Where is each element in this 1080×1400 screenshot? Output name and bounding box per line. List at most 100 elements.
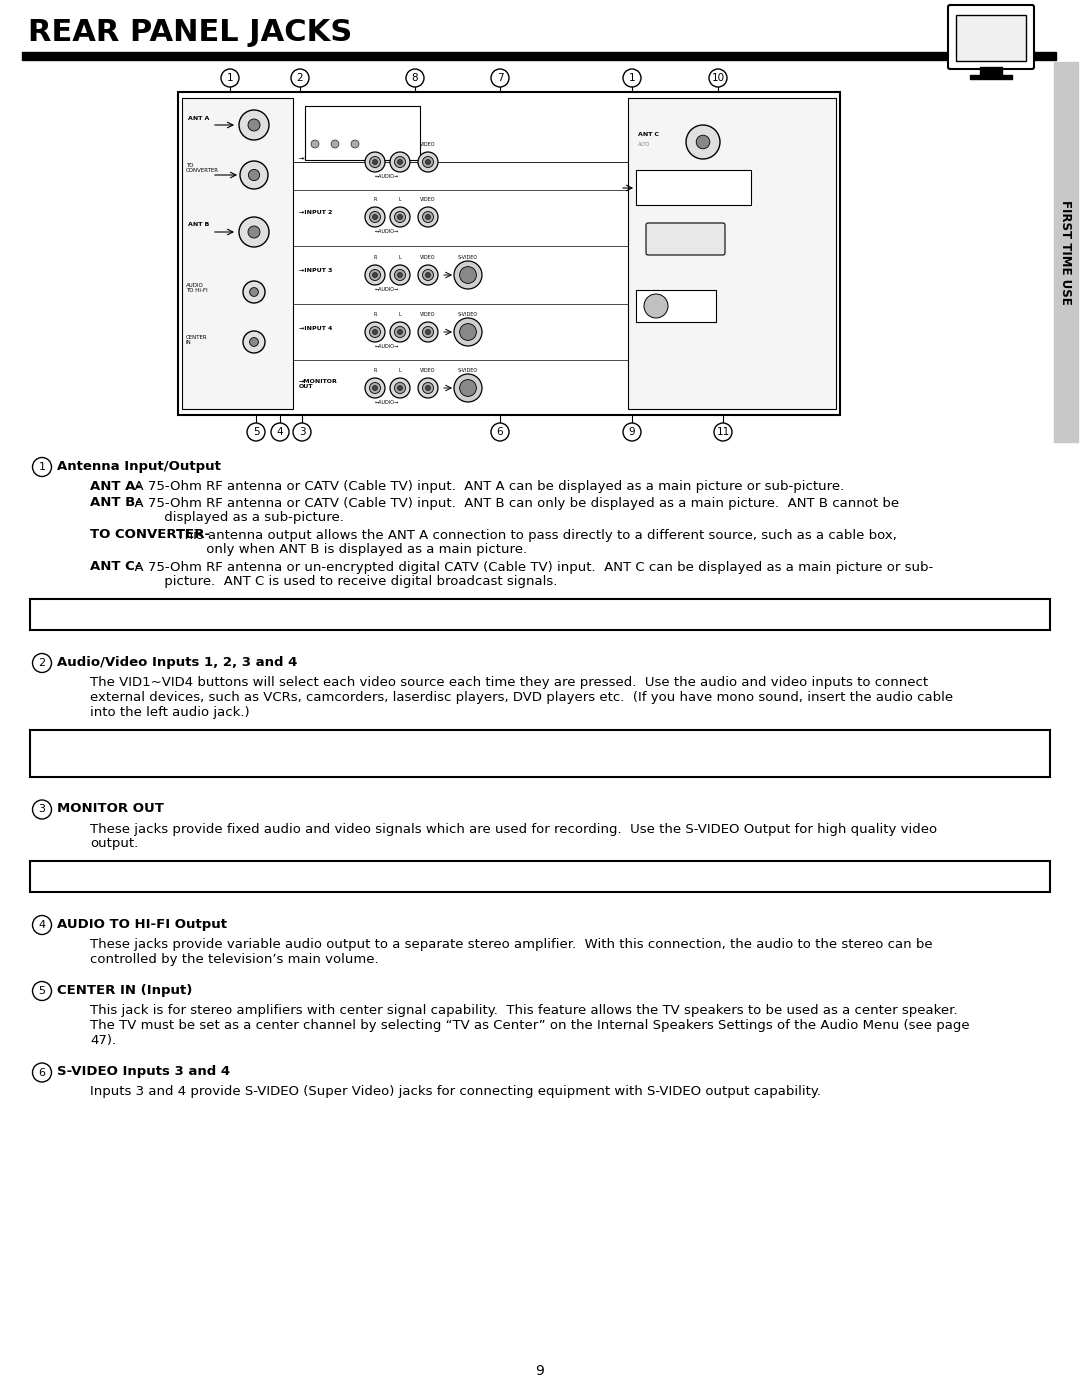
- Circle shape: [32, 799, 52, 819]
- Text: A 75-Ohm RF antenna or un-encrypted digital CATV (Cable TV) input.  ANT C can be: A 75-Ohm RF antenna or un-encrypted digi…: [126, 560, 933, 588]
- Text: ←AUDIO→: ←AUDIO→: [375, 344, 400, 349]
- Circle shape: [373, 329, 378, 335]
- Text: TO CONVERTER-: TO CONVERTER-: [90, 528, 211, 542]
- Text: DVI→DTV: DVI→DTV: [346, 129, 378, 134]
- Bar: [178, 92, 840, 414]
- Text: ←AUDIO→: ←AUDIO→: [375, 287, 400, 293]
- Text: CENTER IN (Input): CENTER IN (Input): [57, 984, 192, 997]
- Text: VIDEO: VIDEO: [420, 197, 435, 202]
- Text: You may ask your local cable company whether DTV services are available.: You may ask your local cable company whe…: [108, 603, 611, 616]
- Circle shape: [32, 1063, 52, 1082]
- Text: →INPUT 3: →INPUT 3: [299, 269, 333, 273]
- Circle shape: [271, 423, 289, 441]
- Text: This antenna output allows the ANT A connection to pass directly to a different : This antenna output allows the ANT A con…: [168, 528, 896, 556]
- Text: L: L: [399, 197, 402, 202]
- Text: Only ANT C source and the input of an S-VIDEO signal will output S-VIDEO.: Only ANT C source and the input of an S-…: [108, 865, 604, 879]
- Bar: [183, 98, 293, 409]
- Text: 4: 4: [276, 427, 283, 437]
- Text: 2: 2: [297, 73, 303, 83]
- Circle shape: [426, 273, 431, 277]
- Circle shape: [394, 382, 405, 393]
- Circle shape: [454, 374, 482, 402]
- Text: Audio/Video Inputs 1, 2, 3 and 4: Audio/Video Inputs 1, 2, 3 and 4: [57, 657, 297, 669]
- Text: L: L: [399, 255, 402, 260]
- Circle shape: [426, 329, 431, 335]
- Bar: [305, 106, 420, 160]
- Circle shape: [426, 385, 431, 391]
- Bar: [636, 290, 716, 322]
- Circle shape: [491, 69, 509, 87]
- Circle shape: [248, 169, 259, 181]
- Text: 1: 1: [227, 73, 233, 83]
- Text: S-VIDEO: S-VIDEO: [458, 312, 478, 316]
- Text: ANT A-: ANT A-: [90, 480, 141, 493]
- Circle shape: [369, 382, 380, 393]
- Circle shape: [406, 69, 424, 87]
- Circle shape: [460, 379, 476, 396]
- Text: VIDEO: VIDEO: [420, 255, 435, 260]
- Text: These jacks provide variable audio output to a separate stereo amplifier.  With : These jacks provide variable audio outpu…: [90, 938, 933, 966]
- Text: Antenna Input/Output: Antenna Input/Output: [57, 461, 221, 473]
- Text: →INPUT 1: →INPUT 1: [299, 155, 333, 161]
- Text: FIRST TIME USE: FIRST TIME USE: [1059, 200, 1072, 304]
- Circle shape: [390, 153, 410, 172]
- Circle shape: [365, 322, 384, 342]
- Circle shape: [221, 69, 239, 87]
- Text: 1: 1: [629, 73, 635, 83]
- Circle shape: [422, 382, 433, 393]
- Circle shape: [454, 260, 482, 288]
- Text: IEEE 1394: IEEE 1394: [675, 185, 711, 190]
- Circle shape: [365, 378, 384, 398]
- Circle shape: [418, 378, 438, 398]
- Text: S-VIDEO: S-VIDEO: [458, 255, 478, 260]
- Text: 9: 9: [629, 427, 635, 437]
- Circle shape: [418, 153, 438, 172]
- Text: →INPUT 2: →INPUT 2: [299, 210, 333, 216]
- Text: ←AUDIO→: ←AUDIO→: [375, 174, 400, 179]
- Text: These jacks provide fixed audio and video signals which are used for recording. : These jacks provide fixed audio and vide…: [90, 823, 937, 850]
- FancyBboxPatch shape: [948, 6, 1034, 69]
- Text: NOTE:: NOTE:: [40, 603, 86, 616]
- Circle shape: [330, 140, 339, 148]
- Text: 3: 3: [299, 427, 306, 437]
- Circle shape: [243, 281, 265, 302]
- Text: S-VIDEO Inputs 3 and 4: S-VIDEO Inputs 3 and 4: [57, 1065, 230, 1078]
- Circle shape: [390, 322, 410, 342]
- Text: ANT C: ANT C: [638, 133, 659, 137]
- Circle shape: [365, 265, 384, 286]
- Text: ANT B: ANT B: [188, 223, 210, 227]
- Circle shape: [418, 265, 438, 286]
- Text: 6: 6: [497, 427, 503, 437]
- Bar: [636, 169, 751, 204]
- Text: REAR PANEL JACKS: REAR PANEL JACKS: [28, 18, 352, 48]
- Circle shape: [714, 423, 732, 441]
- Circle shape: [708, 69, 727, 87]
- Text: 11: 11: [716, 427, 730, 437]
- Circle shape: [32, 458, 52, 476]
- Text: →INPUT 4: →INPUT 4: [299, 326, 333, 330]
- Text: 6: 6: [39, 1067, 45, 1078]
- Text: MONITOR OUT: MONITOR OUT: [57, 802, 164, 815]
- Text: 1: 1: [39, 462, 45, 472]
- Circle shape: [248, 119, 260, 132]
- Circle shape: [491, 423, 509, 441]
- Circle shape: [394, 211, 405, 223]
- Text: ←AUDIO→: ←AUDIO→: [375, 230, 400, 234]
- Text: NOTE:: NOTE:: [40, 735, 86, 748]
- Circle shape: [390, 207, 410, 227]
- Circle shape: [394, 269, 405, 280]
- Text: NOTE:: NOTE:: [40, 865, 86, 879]
- Circle shape: [460, 266, 476, 283]
- Circle shape: [32, 916, 52, 935]
- Circle shape: [249, 287, 258, 297]
- Circle shape: [397, 329, 403, 335]
- Circle shape: [397, 160, 403, 165]
- Text: L: L: [399, 312, 402, 316]
- Text: 7: 7: [497, 73, 503, 83]
- Text: R: R: [374, 255, 377, 260]
- Text: →MONITOR
OUT: →MONITOR OUT: [299, 378, 338, 389]
- Circle shape: [394, 326, 405, 337]
- Text: AUDIO TO HI-FI Output: AUDIO TO HI-FI Output: [57, 918, 227, 931]
- Text: ANT C-: ANT C-: [90, 560, 140, 574]
- Circle shape: [426, 160, 431, 165]
